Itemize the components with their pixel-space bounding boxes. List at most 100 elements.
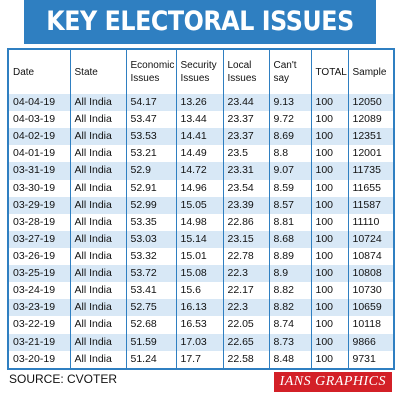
table-cell: 22.65	[222, 333, 269, 351]
table-cell: 23.5	[222, 145, 269, 163]
table-cell: All India	[69, 230, 126, 248]
table-cell: 100	[310, 128, 348, 146]
table-cell: 100	[310, 179, 348, 197]
table-cell: All India	[69, 350, 126, 369]
table-row: 03-31-19 All India 52.9 14.72 23.31 9.07 100 11…	[7, 162, 394, 180]
table-cell: 100	[310, 94, 348, 112]
table-cell: 15.14	[175, 230, 223, 248]
table-cell: 17.03	[175, 333, 223, 351]
table-row: 03-28-19 All India 53.35 14.98 22.86 8.81 100 1…	[7, 213, 394, 231]
table-cell: All India	[69, 299, 126, 317]
table-cell: 03-30-19	[7, 179, 70, 197]
column-header: Security Issues	[175, 49, 223, 94]
table-cell: All India	[69, 145, 126, 163]
table-cell: 14.41	[175, 128, 223, 146]
column-header: Date	[7, 49, 70, 94]
table-cell: 22.78	[222, 247, 269, 266]
table-cell: 17.7	[175, 350, 223, 369]
table-row: 03-22-19 All India 52.68 16.53 22.05 8.74 100 1…	[7, 316, 394, 334]
table-cell: 14.96	[175, 179, 223, 197]
table-cell: All India	[69, 282, 126, 300]
table-cell: 100	[310, 265, 348, 283]
column-header: Can't say	[268, 49, 311, 94]
table-cell: 03-26-19	[7, 247, 70, 266]
table-cell: 10730	[347, 282, 394, 300]
table-cell: 03-20-19	[7, 350, 70, 369]
credit: IANS GRAPHICS	[273, 372, 392, 392]
table-cell: 23.15	[222, 230, 269, 248]
table-cell: 8.73	[268, 333, 311, 351]
table-cell: 100	[310, 213, 348, 231]
table-cell: 100	[310, 145, 348, 163]
table-cell: 23.31	[222, 162, 269, 180]
table-cell: 52.99	[125, 196, 176, 214]
table-cell: 10659	[347, 299, 394, 317]
table-cell: 52.91	[125, 179, 176, 197]
table-cell: 8.81	[268, 213, 311, 231]
table-cell: 16.13	[175, 299, 223, 317]
table-cell: 8.74	[268, 316, 311, 334]
table-cell: 54.17	[125, 94, 176, 112]
table-cell: 15.6	[175, 282, 223, 300]
table-row: 04-03-19 All India 53.47 13.44 23.37 9.72 100 1…	[7, 111, 394, 129]
table-cell: 10724	[347, 230, 394, 248]
table-cell: 9731	[347, 350, 394, 369]
table-cell: 04-03-19	[7, 111, 70, 129]
table-cell: 23.37	[222, 111, 269, 129]
table-cell: 8.89	[268, 247, 311, 266]
table-cell: All India	[69, 213, 126, 231]
table-cell: All India	[69, 196, 126, 214]
column-header: Sample	[347, 49, 394, 94]
table-cell: 22.17	[222, 282, 269, 300]
table-cell: 12089	[347, 111, 394, 129]
table-cell: 52.9	[125, 162, 176, 180]
table-cell: 23.37	[222, 128, 269, 146]
table-cell: 10874	[347, 247, 394, 266]
table-row: 03-20-19 All India 51.24 17.7 22.58 8.48 100 97…	[7, 350, 394, 369]
table-cell: 100	[310, 162, 348, 180]
table-cell: 100	[310, 299, 348, 317]
column-header: Local Issues	[222, 49, 269, 94]
table-cell: 100	[310, 247, 348, 266]
table-cell: 100	[310, 316, 348, 334]
table-cell: 12351	[347, 128, 394, 146]
table-row: 03-26-19 All India 53.32 15.01 22.78 8.89 100 1…	[7, 247, 394, 266]
table-row: 03-21-19 All India 51.59 17.03 22.65 8.73 100 9…	[7, 333, 394, 351]
table-row: 03-24-19 All India 53.41 15.6 22.17 8.82 100 10…	[7, 282, 394, 300]
table-cell: 14.98	[175, 213, 223, 231]
table-cell: 53.41	[125, 282, 176, 300]
table-cell: 14.72	[175, 162, 223, 180]
table-cell: 100	[310, 230, 348, 248]
table-cell: All India	[69, 94, 126, 112]
table-row: 04-04-19 All India 54.17 13.26 23.44 9.13 100 1…	[7, 94, 394, 112]
table-body: 04-04-19 All India 54.17 13.26 23.44 9.13 100 1…	[7, 94, 394, 369]
table-cell: 03-25-19	[7, 265, 70, 283]
table-row: 03-27-19 All India 53.03 15.14 23.15 8.68 100 1…	[7, 230, 394, 248]
table-cell: 12001	[347, 145, 394, 163]
table-cell: 03-21-19	[7, 333, 70, 351]
table-cell: 04-02-19	[7, 128, 70, 146]
table-cell: 03-28-19	[7, 213, 70, 231]
table-cell: 8.9	[268, 265, 311, 283]
table-cell: 11735	[347, 162, 394, 180]
table-cell: 10118	[347, 316, 394, 334]
table-cell: 03-23-19	[7, 299, 70, 317]
table-row: 04-01-19 All India 53.21 14.49 23.5 8.8 100 120…	[7, 145, 394, 163]
table-cell: All India	[69, 333, 126, 351]
table-cell: 12050	[347, 94, 394, 112]
table-cell: 9.07	[268, 162, 311, 180]
column-header: State	[69, 49, 126, 94]
table-cell: 8.68	[268, 230, 311, 248]
table-cell: 22.58	[222, 350, 269, 369]
table-cell: All India	[69, 265, 126, 283]
table-cell: 9866	[347, 333, 394, 351]
table-row: 03-25-19 All India 53.72 15.08 22.3 8.9 100 108…	[7, 265, 394, 283]
table-row: 03-29-19 All India 52.99 15.05 23.39 8.57 100 1…	[7, 196, 394, 214]
table-cell: 15.05	[175, 196, 223, 214]
table-cell: 8.59	[268, 179, 311, 197]
table-row: 04-02-19 All India 53.53 14.41 23.37 8.69 100 1…	[7, 128, 394, 146]
table-cell: 11655	[347, 179, 394, 197]
table-cell: 9.72	[268, 111, 311, 129]
table-cell: 100	[310, 111, 348, 129]
